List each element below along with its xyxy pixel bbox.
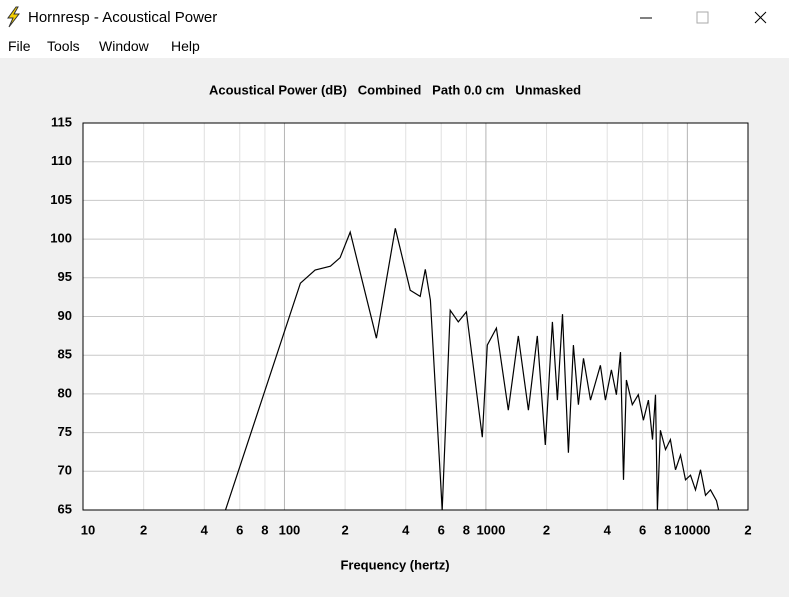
title-bar: Hornresp - Acoustical Power — [0, 0, 789, 34]
window-title: Hornresp - Acoustical Power — [28, 9, 218, 26]
x-tick-label: 8 — [664, 522, 671, 537]
x-tick-label: 2 — [744, 522, 751, 537]
menu-item[interactable]: Tools — [47, 38, 80, 54]
menu-item[interactable]: Help — [171, 38, 200, 54]
y-tick-label: 90 — [58, 308, 72, 323]
x-tick-label: 6 — [639, 522, 646, 537]
x-tick-label: 8 — [261, 522, 268, 537]
x-tick-label: 4 — [604, 522, 612, 537]
x-tick-label: 100 — [279, 522, 301, 537]
y-tick-label: 115 — [51, 114, 72, 129]
chart-title: Acoustical Power (dB) Combined Path 0.0 … — [209, 82, 581, 97]
x-tick-label: 4 — [402, 522, 410, 537]
x-axis-label: Frequency (hertz) — [340, 557, 449, 572]
app-icon — [7, 6, 21, 28]
x-tick-label: 2 — [543, 522, 550, 537]
y-tick-label: 105 — [50, 192, 72, 207]
data-line — [224, 228, 720, 510]
menu-bar: File Tools Window Help — [0, 34, 789, 58]
x-tick-label: 6 — [236, 522, 243, 537]
close[interactable] — [754, 11, 767, 24]
y-tick-label: 85 — [58, 347, 72, 362]
menu-item[interactable]: Window — [99, 38, 149, 54]
x-tick-label: 1000 — [476, 522, 505, 537]
x-tick-label: 2 — [341, 522, 348, 537]
x-tick-label: 4 — [201, 522, 209, 537]
x-tick-label: 10 — [81, 522, 95, 537]
y-tick-label: 65 — [58, 501, 72, 516]
plot-border — [82, 122, 749, 511]
menu-item[interactable]: File — [8, 38, 31, 54]
x-tick-label: 8 — [463, 522, 470, 537]
x-tick-label: 6 — [438, 522, 445, 537]
maximize[interactable] — [696, 11, 709, 24]
y-tick-label: 75 — [58, 424, 72, 439]
chart: Acoustical Power (dB) Combined Path 0.0 … — [50, 82, 751, 572]
y-tick-label: 95 — [58, 269, 72, 284]
x-tick-label: 2 — [140, 522, 147, 537]
window-controls[interactable] — [630, 0, 780, 34]
y-tick-label: 100 — [50, 231, 72, 246]
x-tick-label: 10000 — [674, 522, 710, 537]
y-tick-label: 80 — [58, 385, 72, 400]
y-tick-label: 70 — [58, 463, 72, 478]
y-tick-label: 110 — [51, 153, 72, 168]
